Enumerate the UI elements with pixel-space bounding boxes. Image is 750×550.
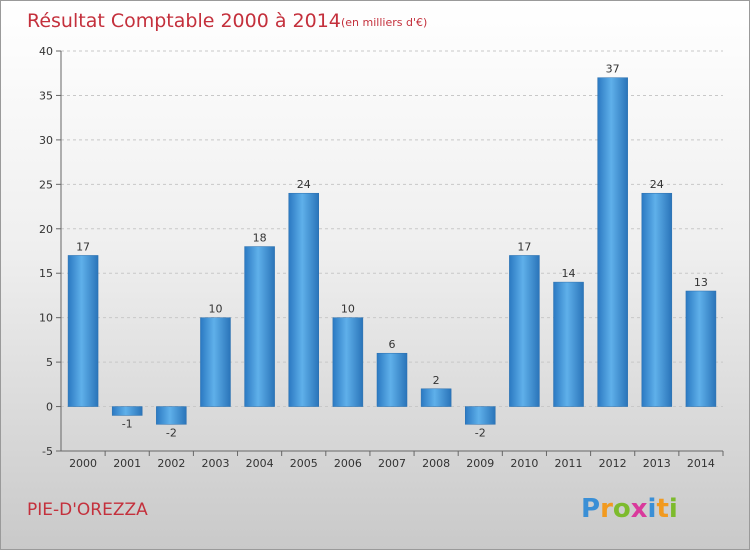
y-tick-label: 35 [39,89,53,102]
x-tick-label-2009: 2009 [466,457,494,470]
x-tick-label-2014: 2014 [687,457,715,470]
bar-2000 [67,255,99,407]
bars [67,77,717,425]
value-label-2009: -2 [475,426,486,439]
x-tick-label-2013: 2013 [643,457,671,470]
value-label-2001: -1 [122,417,133,430]
value-label-2007: 6 [389,338,396,351]
bar-2004 [244,246,275,407]
value-labels: 17 -1 -2 10 18 24 10 6 2 -2 17 14 37 24 13 [76,63,708,440]
value-label-2006: 10 [341,303,355,316]
x-tick-label-2011: 2011 [555,457,583,470]
value-label-2013: 24 [650,178,664,191]
bar-2012 [597,77,628,407]
bar-2009 [465,406,496,425]
y-tick-label: 30 [39,134,53,147]
value-label-2011: 14 [562,267,576,280]
bar-2005 [288,192,319,407]
value-label-2014: 13 [694,276,708,289]
value-label-2000: 17 [76,240,90,253]
bar-2002 [156,406,187,425]
bar-2014 [685,290,717,407]
y-tick-label: 40 [39,45,53,58]
proxiti-logo: Proxiti [581,494,678,524]
y-tick-label: 5 [46,356,53,369]
y-tick-label: 25 [39,178,53,191]
chart-title: Résultat Comptable 2000 à 2014 [27,10,341,32]
value-label-2004: 18 [253,232,267,245]
bar-2011 [553,281,584,407]
x-tick-label-2003: 2003 [201,457,229,470]
logo-letter: r [600,494,613,524]
x-tick-labels: 2000 2001 2002 2003 2004 2005 2006 2007 2008 2009… [69,451,724,470]
bar-2003 [200,317,231,407]
x-tick-label-2002: 2002 [157,457,185,470]
value-label-2010: 17 [517,240,531,253]
bar-2001 [111,406,143,416]
axes [60,51,723,452]
value-label-2005: 24 [297,178,311,191]
chart-subtitle: (en milliers d'€) [341,16,427,29]
x-tick-label-2007: 2007 [378,457,406,470]
y-tick-labels: -5 0 5 10 15 20 25 30 35 40 [39,45,53,458]
x-tick-label-2005: 2005 [290,457,318,470]
x-tick-label-2010: 2010 [510,457,538,470]
y-tick-label: 10 [39,312,53,325]
y-tick-label: 15 [39,267,53,280]
x-tick-label-2006: 2006 [334,457,362,470]
y-tick-label: 20 [39,223,53,236]
logo-letter: i [648,494,657,524]
value-label-2002: -2 [166,426,177,439]
value-label-2003: 10 [208,303,222,316]
x-tick-label-2008: 2008 [422,457,450,470]
bar-2006 [332,317,364,407]
logo-letter: P [581,494,600,524]
logo-letter: x [631,494,648,524]
bar-2007 [376,352,408,407]
x-tick-label-2012: 2012 [599,457,627,470]
x-tick-label-2004: 2004 [246,457,274,470]
commune-name: PIE-D'OREZZA [27,500,148,520]
x-tick-label-2000: 2000 [69,457,97,470]
value-label-2012: 37 [606,63,620,76]
bar-2010 [509,255,540,407]
y-tick-label: 0 [46,401,53,414]
value-label-2008: 2 [433,374,440,387]
bar-2008 [420,388,452,407]
logo-letter: t [656,494,668,524]
bar-2013 [641,192,673,407]
x-tick-label-2001: 2001 [113,457,141,470]
logo-letter: o [613,494,631,524]
logo-letter: i [669,494,678,524]
y-tick-label: -5 [42,445,53,458]
